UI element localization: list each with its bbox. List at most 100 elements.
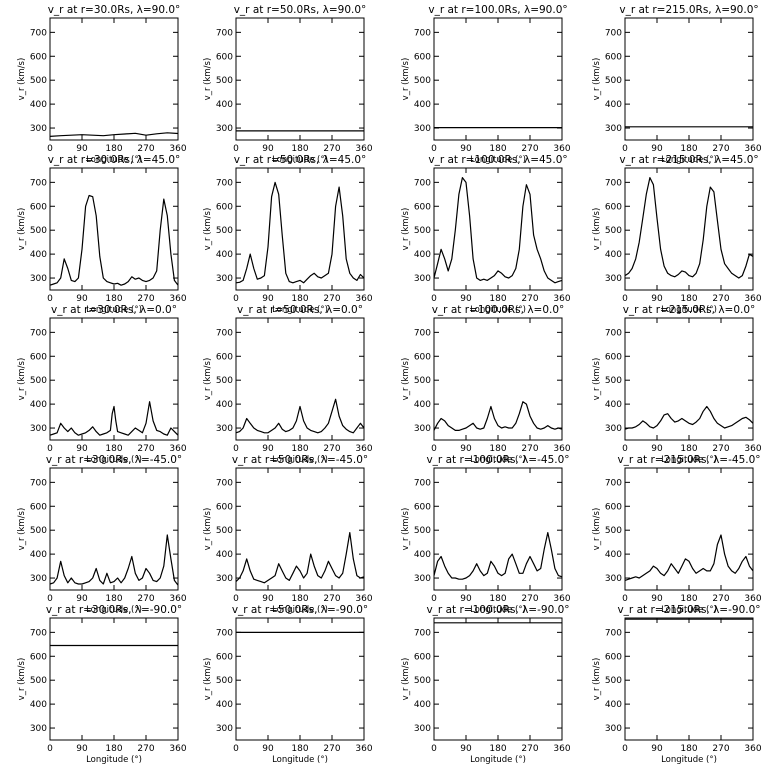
panel-title: v_r at r=215.0Rs, λ=0.0° (623, 304, 756, 316)
panel-title: v_r at r=100.0Rs, λ=90.0° (428, 4, 567, 16)
series-line (49, 194, 179, 286)
series-line (433, 531, 563, 580)
plot-frame (49, 317, 179, 441)
y-axis-label: v_r (km/s) (17, 208, 27, 251)
series-line (49, 132, 179, 137)
panel-0-2: v_r at r=100.0Rs, λ=90.0° 0 90 180 270 360 300… (401, 4, 571, 165)
x-axis-label: Longitude (°) (86, 155, 142, 165)
y-tick-label: 400 (414, 100, 431, 110)
y-axis-label: v_r (km/s) (203, 658, 213, 701)
panel-0-1: v_r at r=50.0Rs, λ=90.0° 0 90 180 270 360 300 4… (203, 4, 373, 165)
y-tick-label: 600 (414, 352, 431, 362)
x-tick-label: 90 (651, 144, 663, 154)
x-tick-label: 90 (76, 144, 88, 154)
y-tick-label: 400 (605, 250, 622, 260)
x-tick-label: 180 (291, 144, 308, 154)
y-axis-label: v_r (km/s) (592, 508, 602, 551)
y-tick-label: 700 (605, 28, 622, 38)
x-axis-label: Longitude (°) (470, 305, 526, 315)
x-tick-label: 90 (460, 294, 472, 304)
y-tick-label: 700 (414, 328, 431, 338)
panel-title: v_r at r=30.0Rs, λ=0.0° (51, 304, 177, 316)
plot-frame (433, 467, 563, 591)
x-tick-label: 90 (651, 444, 663, 454)
x-tick-label: 180 (489, 144, 506, 154)
x-tick-label: 90 (262, 444, 274, 454)
y-tick-label: 600 (30, 502, 47, 512)
y-tick-label: 600 (414, 652, 431, 662)
y-tick-label: 400 (216, 100, 233, 110)
x-axis-label: Longitude (°) (272, 605, 328, 615)
y-axis-label: v_r (km/s) (592, 208, 602, 251)
x-tick-label: 90 (76, 444, 88, 454)
y-tick-label: 700 (30, 28, 47, 38)
x-tick-label: 0 (622, 294, 628, 304)
x-tick-label: 0 (622, 444, 628, 454)
x-tick-label: 0 (47, 144, 53, 154)
x-tick-label: 180 (291, 594, 308, 604)
plot-frame (433, 317, 563, 441)
x-tick-label: 180 (291, 444, 308, 454)
y-tick-label: 700 (605, 628, 622, 638)
x-axis-label: Longitude (°) (272, 755, 328, 765)
y-tick-label: 500 (30, 76, 47, 86)
y-axis-label: v_r (km/s) (203, 58, 213, 101)
series-line (433, 177, 563, 284)
plot-frame (624, 17, 754, 141)
y-tick-label: 500 (414, 526, 431, 536)
y-tick-label: 300 (414, 124, 431, 134)
y-tick-label: 400 (216, 400, 233, 410)
x-axis-label: Longitude (°) (86, 755, 142, 765)
x-tick-label: 0 (47, 594, 53, 604)
y-tick-label: 300 (216, 274, 233, 284)
x-tick-label: 270 (521, 294, 538, 304)
y-tick-label: 300 (414, 724, 431, 734)
y-tick-label: 700 (30, 328, 47, 338)
y-tick-label: 500 (30, 676, 47, 686)
y-tick-label: 600 (30, 352, 47, 362)
y-axis-label: v_r (km/s) (592, 358, 602, 401)
y-axis-label: v_r (km/s) (401, 208, 411, 251)
y-axis-label: v_r (km/s) (401, 58, 411, 101)
x-axis-label: Longitude (°) (661, 455, 717, 465)
y-tick-label: 300 (414, 574, 431, 584)
y-axis-label: v_r (km/s) (17, 658, 27, 701)
panel-title: v_r at r=215.0Rs, λ=-45.0° (617, 454, 760, 466)
x-tick-label: 270 (323, 444, 340, 454)
y-axis-label: v_r (km/s) (203, 508, 213, 551)
y-tick-label: 600 (216, 202, 233, 212)
x-tick-label: 0 (431, 744, 437, 754)
x-tick-label: 360 (553, 594, 570, 604)
series-line (235, 531, 365, 584)
y-tick-label: 700 (216, 628, 233, 638)
y-axis-label: v_r (km/s) (203, 208, 213, 251)
y-tick-label: 400 (30, 700, 47, 710)
panel-title: v_r at r=50.0Rs, λ=90.0° (234, 4, 367, 16)
y-tick-label: 600 (414, 502, 431, 512)
y-axis-label: v_r (km/s) (401, 658, 411, 701)
y-tick-label: 300 (30, 574, 47, 584)
panel-title: v_r at r=215.0Rs, λ=-90.0° (617, 604, 760, 616)
y-tick-label: 500 (216, 226, 233, 236)
x-tick-label: 0 (431, 294, 437, 304)
x-tick-label: 180 (680, 594, 697, 604)
y-tick-label: 300 (216, 574, 233, 584)
x-tick-label: 270 (137, 594, 154, 604)
panel-title: v_r at r=50.0Rs, λ=45.0° (234, 154, 367, 166)
x-tick-label: 180 (291, 294, 308, 304)
y-tick-label: 600 (605, 502, 622, 512)
panel-title: v_r at r=215.0Rs, λ=90.0° (619, 4, 758, 16)
y-tick-label: 300 (216, 124, 233, 134)
x-tick-label: 0 (47, 444, 53, 454)
y-tick-label: 500 (414, 676, 431, 686)
y-axis-label: v_r (km/s) (17, 508, 27, 551)
y-tick-label: 700 (216, 478, 233, 488)
x-tick-label: 90 (262, 594, 274, 604)
y-tick-label: 300 (30, 274, 47, 284)
x-tick-label: 180 (105, 594, 122, 604)
x-axis-label: Longitude (°) (470, 755, 526, 765)
y-tick-label: 700 (414, 478, 431, 488)
x-tick-label: 360 (169, 444, 186, 454)
y-axis-label: v_r (km/s) (203, 358, 213, 401)
